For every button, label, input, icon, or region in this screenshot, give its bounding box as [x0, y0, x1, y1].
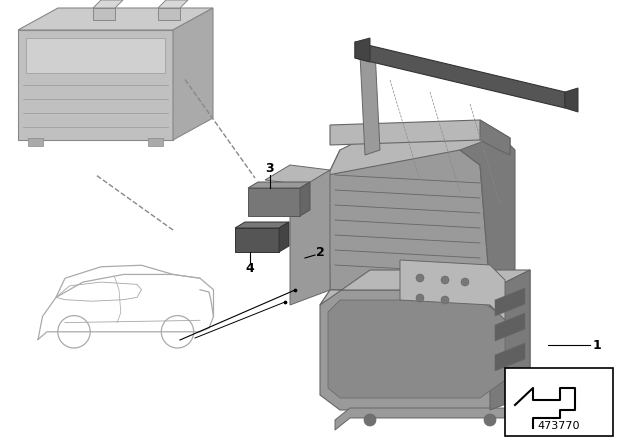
Text: 4: 4 [246, 262, 254, 275]
Polygon shape [490, 270, 530, 410]
Polygon shape [320, 270, 530, 310]
Polygon shape [330, 120, 510, 155]
Polygon shape [18, 30, 173, 140]
Polygon shape [335, 408, 525, 430]
Bar [148, 138, 163, 146]
Polygon shape [328, 300, 505, 398]
Bar [505, 368, 613, 436]
Polygon shape [480, 120, 510, 155]
Polygon shape [248, 188, 300, 216]
Polygon shape [235, 222, 289, 228]
Polygon shape [355, 38, 370, 62]
Polygon shape [495, 313, 525, 341]
Circle shape [364, 414, 376, 426]
Bar [26, 38, 165, 73]
Polygon shape [158, 0, 188, 8]
Text: 1: 1 [593, 339, 602, 352]
Polygon shape [490, 270, 530, 390]
Circle shape [416, 274, 424, 282]
Polygon shape [495, 288, 525, 316]
Polygon shape [355, 42, 565, 108]
Polygon shape [328, 150, 490, 290]
Polygon shape [400, 260, 505, 320]
Text: 2: 2 [316, 246, 324, 258]
Bar [28, 138, 43, 146]
Polygon shape [93, 8, 115, 20]
Polygon shape [565, 88, 578, 112]
Circle shape [461, 278, 469, 286]
Polygon shape [173, 8, 213, 140]
Polygon shape [495, 343, 525, 371]
Polygon shape [248, 182, 310, 188]
Polygon shape [460, 135, 515, 290]
Circle shape [441, 276, 449, 284]
Polygon shape [360, 50, 380, 155]
Polygon shape [158, 8, 180, 20]
Polygon shape [328, 130, 500, 175]
Polygon shape [235, 228, 279, 252]
Polygon shape [18, 8, 213, 30]
Polygon shape [300, 182, 310, 216]
Polygon shape [279, 222, 289, 252]
Polygon shape [320, 290, 520, 410]
Polygon shape [93, 0, 123, 8]
Text: 3: 3 [266, 161, 275, 175]
Polygon shape [265, 165, 330, 185]
Text: 473770: 473770 [538, 421, 580, 431]
Circle shape [484, 414, 496, 426]
Polygon shape [290, 170, 330, 305]
Circle shape [441, 296, 449, 304]
Circle shape [416, 294, 424, 302]
